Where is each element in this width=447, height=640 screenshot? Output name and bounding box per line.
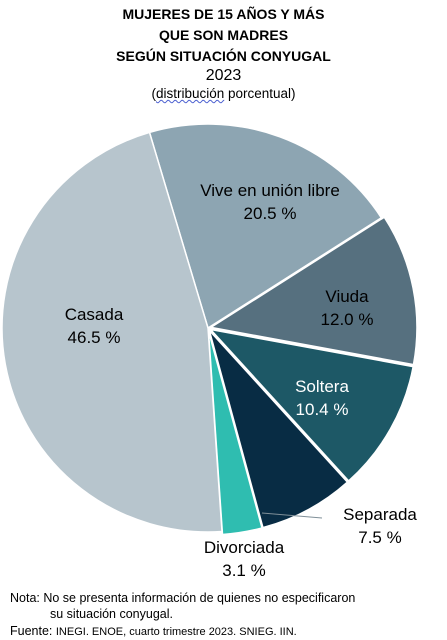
pie-slice-vive-en-unión-libre [148,123,383,330]
leader-line [261,512,323,519]
chart-title-line-2: QUE SON MADRES [158,27,289,43]
slice-value-vive-en-unión-libre: 20.5 % [244,204,297,223]
pie-slice-soltera [208,328,415,482]
pie-labels: Vive en unión libre 20.5 % Viuda 12.0 % Solt… [65,181,418,580]
slice-label-viuda: Viuda [325,287,369,306]
chart-subtitle: (distribución porcentual) [0,85,447,103]
slice-label-casada: Casada [65,305,124,324]
footnote-line-2: su situación conyugal. [50,607,173,621]
slice-value-divorciada: 3.1 % [222,561,265,580]
source-body: INEGI. ENOE, cuarto trimestre 2023. SNIE… [55,626,297,638]
chart-title-block: MUJERES DE 15 AÑOS Y MÁS QUE SON MADRES … [0,4,447,103]
source-prefix: Fuente: [10,624,56,638]
slice-value-separada: 7.5 % [358,528,401,547]
pie-slice-separada [208,330,349,529]
subtitle-rest: porcentual) [224,86,296,101]
subtitle-underlined-word: distribución [155,86,225,101]
slice-label-separada: Separada [343,505,417,524]
slice-label-divorciada: Divorciada [204,538,285,557]
footnote: Nota: No se presenta información de quie… [10,590,442,622]
pie-slice-divorciada [207,330,263,536]
pie-slice-casada [1,131,223,533]
chart-title-line-1: MUJERES DE 15 AÑOS Y MÁS [122,6,325,22]
slice-value-viuda: 12.0 % [321,310,374,329]
subtitle-open-paren: ( [151,86,156,101]
slice-value-casada: 46.5 % [68,328,121,347]
pie-slices [1,123,418,536]
slice-value-soltera: 10.4 % [296,400,349,419]
source-note: Fuente: INEGI. ENOE, cuarto trimestre 20… [10,623,297,640]
slice-label-soltera: Soltera [295,377,349,396]
chart-title-line-3: SEGÚN SITUACIÓN CONYUGAL [116,48,331,64]
footnote-line-1: Nota: No se presenta información de quie… [10,591,356,605]
slice-label-vive-en-unión-libre: Vive en unión libre [200,181,340,200]
pie-slice-viuda [208,216,418,366]
chart-year: 2023 [205,67,242,84]
